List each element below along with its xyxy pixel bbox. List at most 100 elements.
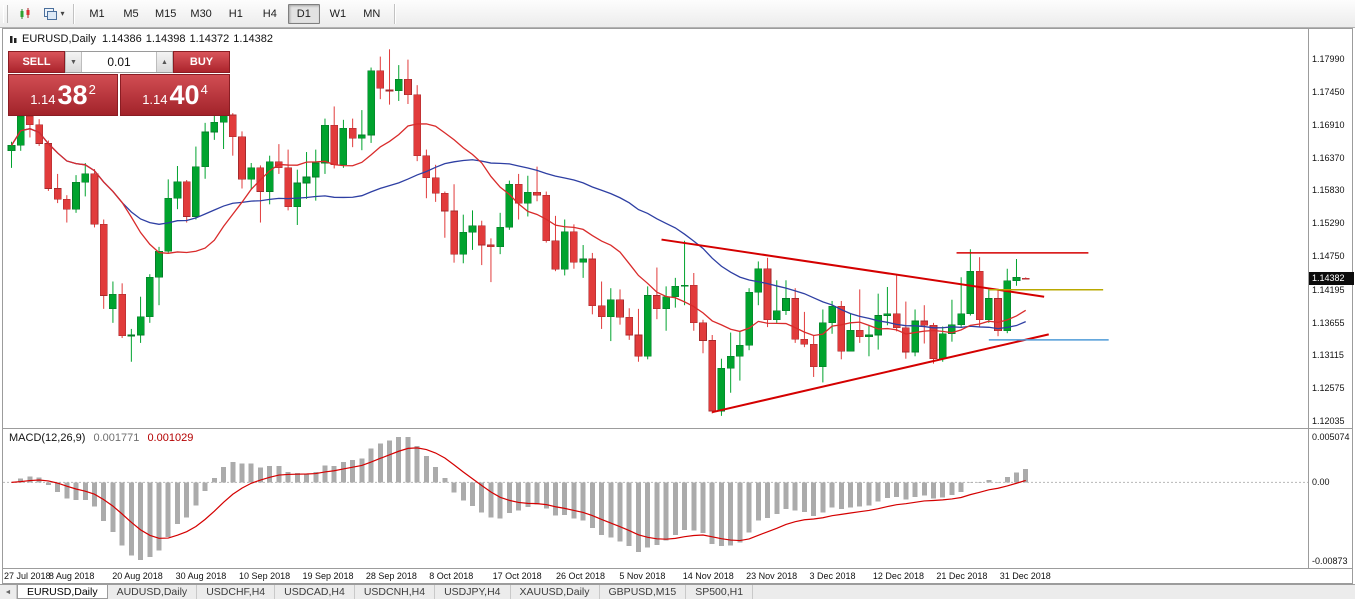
toolbar-grip[interactable] xyxy=(3,4,8,23)
date-label: 23 Nov 2018 xyxy=(746,571,798,581)
chart-icon xyxy=(10,35,17,43)
chart-tab-audusd-daily[interactable]: AUDUSD,Daily xyxy=(108,585,198,599)
chart-tab-usdchf-h4[interactable]: USDCHF,H4 xyxy=(197,585,276,599)
ohlc-open: 1.14386 xyxy=(101,33,142,45)
chart-symbol-period: EURUSD,Daily xyxy=(22,33,96,45)
price-axis[interactable]: 0.005074 0.00 -0.00873 1.17990 1.17450 1.1… xyxy=(1309,29,1354,583)
date-label: 30 Aug 2018 xyxy=(175,571,227,581)
buy-price-prefix: 1.14 xyxy=(142,91,168,107)
date-axis[interactable]: 27 Jul 2018 8 Aug 2018 20 Aug 2018 30 Aug 2… xyxy=(3,569,1309,583)
chart-tabs: EURUSD,Daily AUDUSD,Daily USDCHF,H4 USDCAD,… xyxy=(17,585,754,599)
lot-increase-button[interactable]: ▲ xyxy=(156,52,173,72)
sell-button[interactable]: SELL xyxy=(8,51,65,73)
macd-axis-zero: 0.00 xyxy=(1312,477,1330,488)
macd-indicator-label: MACD(12,26,9) 0.001771 0.001029 xyxy=(9,432,193,444)
timeframe-button-M15[interactable]: M15 xyxy=(155,7,177,20)
price-axis-label: 1.15290 xyxy=(1312,218,1345,229)
tab-scroll-left-button[interactable]: ◄ xyxy=(0,585,17,599)
price-axis-label: 1.13115 xyxy=(1312,350,1344,361)
price-axis-label: 1.17990 xyxy=(1312,54,1345,65)
buy-price-pipette: 4 xyxy=(200,81,208,97)
date-label: 31 Dec 2018 xyxy=(999,571,1051,581)
lot-decrease-button[interactable]: ▼ xyxy=(65,52,82,72)
date-label: 12 Dec 2018 xyxy=(872,571,924,581)
date-label: 26 Oct 2018 xyxy=(555,571,606,581)
chart-tab-xauusd-daily[interactable]: XAUUSD,Daily xyxy=(511,585,600,599)
date-label: 17 Oct 2018 xyxy=(492,571,542,581)
date-label: 8 Oct 2018 xyxy=(429,571,474,581)
timeframe-button-M30[interactable]: M30 xyxy=(190,7,212,20)
one-click-trading-panel: SELL ▼ ▲ BUY 1.14 38 2 1.14 40 4 xyxy=(8,51,230,116)
timeframe-button-H4[interactable]: H4 xyxy=(262,7,277,20)
current-price-tag: 1.14382 xyxy=(1309,272,1354,286)
sell-price-prefix: 1.14 xyxy=(30,91,56,107)
indicator-splitter[interactable] xyxy=(2,428,1353,429)
sell-price-pips: 38 xyxy=(57,79,88,110)
ma-slow-line[interactable] xyxy=(10,128,1026,330)
macd-signal-line xyxy=(11,447,1026,542)
ohlc-low: 1.14372 xyxy=(189,33,230,45)
date-label: 5 Nov 2018 xyxy=(619,571,666,581)
ohlc-readout: EURUSD,Daily 1.14386 1.14398 1.14372 1.1… xyxy=(9,33,273,45)
toolbar-separator xyxy=(73,3,75,24)
chart-tab-eurusd-daily[interactable]: EURUSD,Daily xyxy=(17,585,108,599)
ma-fast-line[interactable] xyxy=(10,123,1027,337)
triangle-lower-trendline[interactable] xyxy=(711,333,1049,414)
chart-tab-gbpusd-m15[interactable]: GBPUSD,M15 xyxy=(600,585,687,599)
date-label: 20 Aug 2018 xyxy=(112,571,163,581)
timeframe-button-M1[interactable]: M1 xyxy=(89,7,105,20)
date-label: 8 Aug 2018 xyxy=(48,571,95,581)
timeframe-toolbar: M1 M5 M15 M30 H1 H4 D1 W1 MN xyxy=(80,3,389,24)
buy-price-pips: 40 xyxy=(169,79,200,110)
price-axis-label: 1.16910 xyxy=(1312,119,1345,130)
sell-price-panel[interactable]: 1.14 38 2 xyxy=(8,74,118,116)
macd-name: MACD(12,26,9) xyxy=(9,432,86,444)
price-axis-label: 1.14750 xyxy=(1312,250,1345,261)
timeframe-button-MN[interactable]: MN xyxy=(363,7,381,20)
lot-size-control: ▼ ▲ xyxy=(65,51,173,73)
chart-layout-dropdown-button[interactable]: ▾ xyxy=(41,2,67,26)
macd-indicator-pane[interactable] xyxy=(3,429,1309,568)
chart-tab-usdcad-h4[interactable]: USDCAD,H4 xyxy=(275,585,355,599)
price-chart-pane[interactable] xyxy=(3,29,1309,428)
buy-price-panel[interactable]: 1.14 40 4 xyxy=(120,74,230,116)
price-axis-label: 1.12035 xyxy=(1312,416,1345,426)
sell-price-pipette: 2 xyxy=(88,81,96,97)
toolbar-separator xyxy=(393,3,396,24)
timeframe-button-M5[interactable]: M5 xyxy=(123,7,139,20)
macd-axis-min: -0.00873 xyxy=(1312,556,1348,566)
caret-down-icon: ▾ xyxy=(60,9,65,18)
bar-chart-icon xyxy=(20,7,29,19)
cascade-windows-icon xyxy=(44,7,58,20)
ohlc-close: 1.14382 xyxy=(233,33,274,45)
date-axis-separator xyxy=(2,568,1353,569)
lot-size-input[interactable] xyxy=(82,52,156,72)
candles xyxy=(7,49,1030,416)
price-axis-separator xyxy=(1308,29,1309,568)
chart-tab-usdcnh-h4[interactable]: USDCNH,H4 xyxy=(355,585,436,599)
main-toolbar: ▾ M1 M5 M15 M30 H1 H4 D1 W1 MN xyxy=(0,0,1355,28)
macd-histogram xyxy=(18,437,1029,560)
date-label: 14 Nov 2018 xyxy=(682,571,734,581)
timeframe-button-D1[interactable]: D1 xyxy=(287,3,320,24)
chart-tab-usdjpy-h4[interactable]: USDJPY,H4 xyxy=(435,585,511,599)
price-axis-label: 1.17450 xyxy=(1312,86,1345,97)
price-axis-label: 1.14195 xyxy=(1312,284,1345,295)
triangle-upper-trendline[interactable] xyxy=(661,238,1045,298)
buy-button[interactable]: BUY xyxy=(173,51,230,73)
price-axis-label: 1.16370 xyxy=(1312,152,1345,163)
macd-axis-max: 0.005074 xyxy=(1312,432,1350,442)
date-label: 27 Jul 2018 xyxy=(4,571,51,581)
price-axis-label: 1.12575 xyxy=(1312,383,1345,394)
price-axis-label: 1.13655 xyxy=(1312,317,1345,328)
date-label: 28 Sep 2018 xyxy=(365,571,417,581)
date-label: 19 Sep 2018 xyxy=(302,571,354,581)
chart-tab-sp500-h1[interactable]: SP500,H1 xyxy=(686,585,754,599)
bar-chart-icon-button[interactable] xyxy=(13,2,39,26)
ohlc-high: 1.14398 xyxy=(145,33,186,45)
date-label: 3 Dec 2018 xyxy=(809,571,856,581)
macd-main-value: 0.001771 xyxy=(93,432,140,444)
timeframe-button-W1[interactable]: W1 xyxy=(329,7,347,20)
timeframe-button-H1[interactable]: H1 xyxy=(228,7,243,20)
